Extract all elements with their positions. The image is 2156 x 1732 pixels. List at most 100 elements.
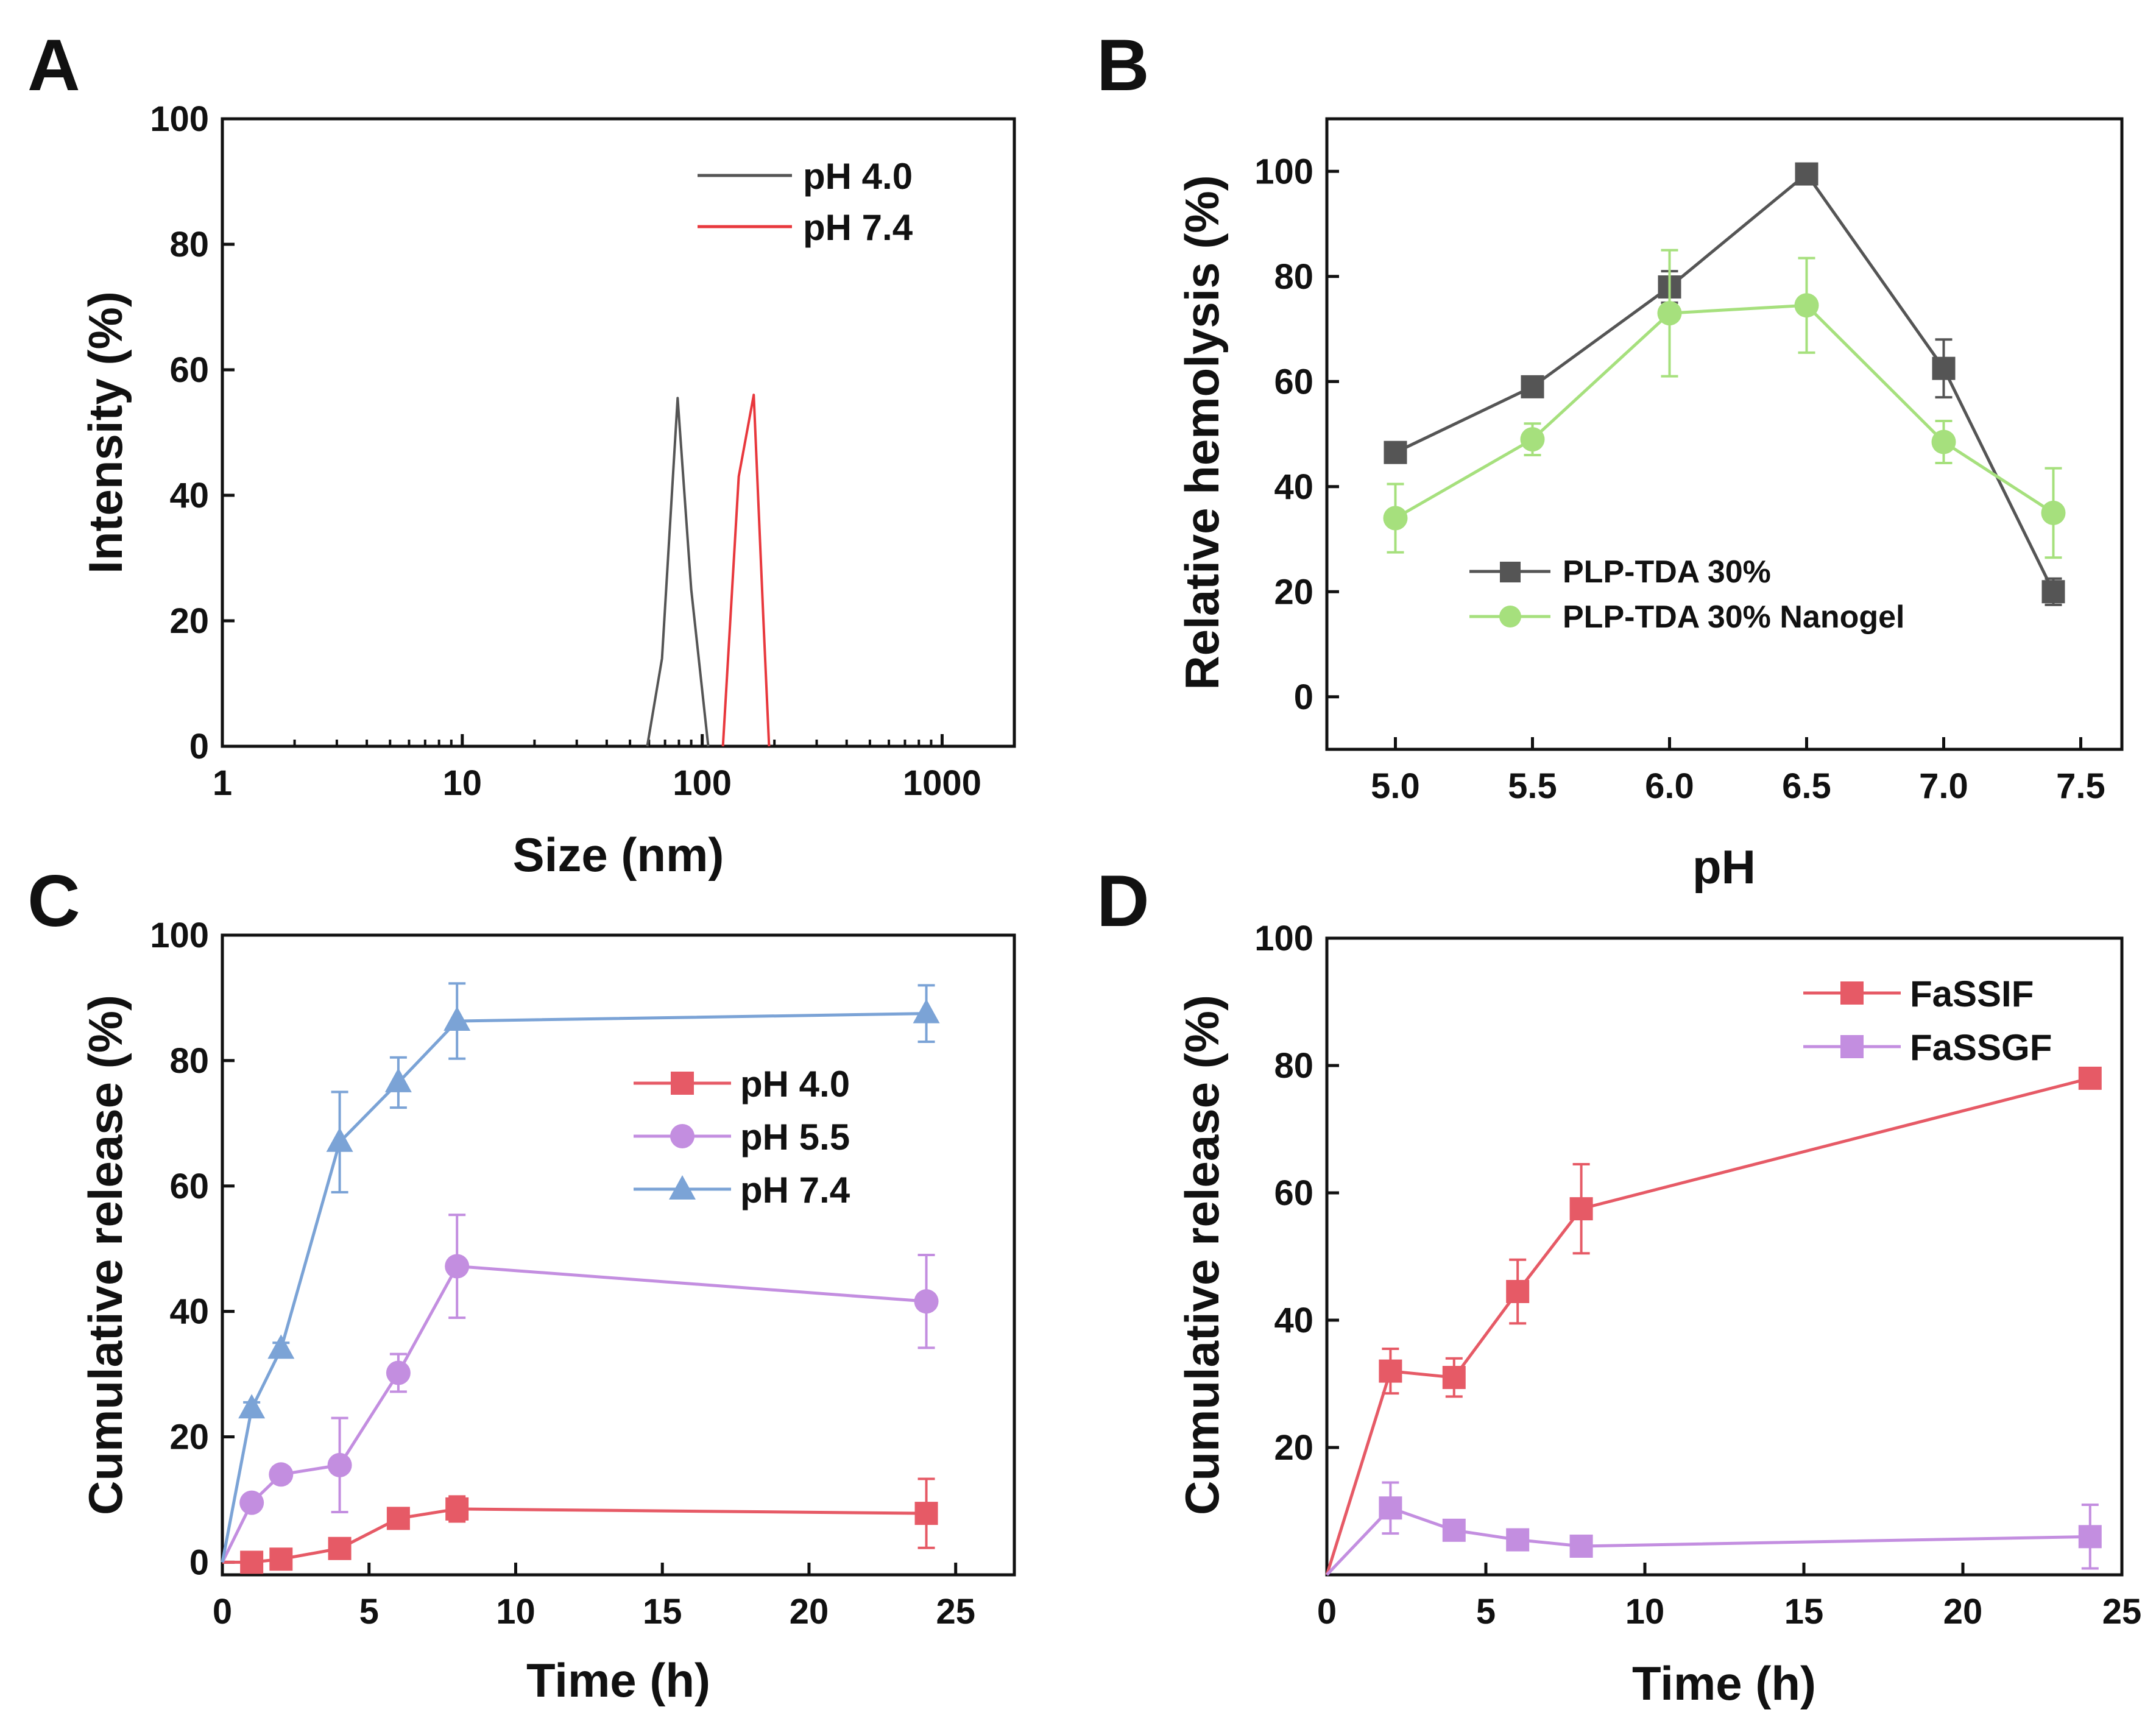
series-line-ph-7-4 bbox=[721, 394, 771, 747]
panel-a-hydrodynamic-size: A 1 10 100 1000 0 20 40 60 80 100 Size (nm) Inte… bbox=[27, 24, 1016, 882]
data-point bbox=[444, 1006, 471, 1031]
panel-a-series bbox=[646, 394, 771, 747]
data-point bbox=[326, 1127, 353, 1152]
series-ph-7-4 bbox=[721, 394, 771, 747]
legend-label-plp-tda: PLP-TDA 30% bbox=[1563, 554, 1771, 590]
legend-label-fassif: FaSSIF bbox=[1910, 974, 2034, 1014]
y-tick-label: 60 bbox=[169, 350, 209, 390]
y-tick-label: 100 bbox=[150, 99, 209, 139]
data-point bbox=[1794, 293, 1819, 318]
data-point bbox=[2078, 1066, 2102, 1090]
x-tick-label: 25 bbox=[2102, 1592, 2142, 1631]
panel-b-plot-frame bbox=[1325, 117, 2124, 751]
data-point bbox=[386, 1507, 410, 1530]
x-tick-label: 100 bbox=[673, 763, 732, 803]
series-fassgf bbox=[1326, 1481, 2102, 1576]
legend-label-ph-7-4: pH 7.4 bbox=[803, 207, 913, 248]
panel-a-y-axis-title: Intensity (%) bbox=[79, 291, 132, 574]
panel-b-legend: PLP-TDA 30% PLP-TDA 30% Nanogel bbox=[1469, 554, 1905, 635]
data-point bbox=[914, 1289, 939, 1314]
y-tick-label: 0 bbox=[1294, 677, 1313, 717]
x-tick-label: 10 bbox=[1625, 1592, 1665, 1631]
data-point bbox=[269, 1462, 294, 1487]
data-point bbox=[1384, 440, 1407, 464]
panel-a-x-ticks: 1 10 100 1000 bbox=[213, 734, 1016, 803]
legend-label-ph-4-0: pH 4.0 bbox=[803, 156, 913, 197]
x-tick-label: 25 bbox=[936, 1592, 975, 1631]
data-point bbox=[1521, 375, 1544, 398]
data-point bbox=[240, 1550, 264, 1574]
panel-d-y-ticks: 20 40 60 80 100 bbox=[1254, 919, 1339, 1468]
data-point bbox=[1569, 1534, 1593, 1558]
x-tick-label: 6.0 bbox=[1645, 766, 1694, 806]
series-line-ph-4-0 bbox=[646, 397, 710, 747]
data-point bbox=[1506, 1279, 1530, 1303]
series-ph-4-0 bbox=[222, 1477, 938, 1574]
data-point bbox=[2078, 1525, 2102, 1549]
panel-b-y-axis-title: Relative hemolysis (%) bbox=[1175, 175, 1229, 690]
data-point bbox=[1520, 427, 1545, 452]
panel-d-x-ticks: 0 5 10 15 20 25 bbox=[1317, 1563, 2141, 1631]
data-point bbox=[384, 1067, 412, 1092]
panel-a-letter: A bbox=[27, 24, 80, 106]
data-point bbox=[267, 1334, 295, 1359]
data-point bbox=[269, 1547, 293, 1571]
data-point bbox=[386, 1360, 411, 1385]
data-point bbox=[1657, 301, 1682, 326]
data-point bbox=[1931, 429, 1956, 454]
y-tick-label: 20 bbox=[1274, 572, 1313, 612]
x-tick-label: 15 bbox=[1784, 1592, 1824, 1631]
x-tick-label: 20 bbox=[1943, 1592, 1983, 1631]
data-point bbox=[913, 999, 940, 1023]
legend-marker-fassgf bbox=[1840, 1035, 1864, 1058]
y-tick-label: 40 bbox=[1274, 1301, 1313, 1340]
data-point bbox=[1379, 1496, 1402, 1520]
y-tick-label: 20 bbox=[169, 1418, 209, 1457]
y-tick-label: 80 bbox=[169, 1041, 209, 1081]
panel-c-letter: C bbox=[27, 860, 80, 942]
y-tick-label: 80 bbox=[169, 225, 209, 264]
panel-c-legend: pH 4.0 pH 5.5 pH 7.4 bbox=[634, 1064, 850, 1211]
panel-d-cumulative-release-fluids: D 0 5 10 15 20 25 20 40 60 80 100 Time (h) Cumula… bbox=[1097, 860, 2141, 1710]
y-tick-label: 40 bbox=[169, 476, 209, 515]
legend-marker-c-ph-7-4 bbox=[669, 1175, 696, 1200]
legend-label-c-ph-7-4: pH 7.4 bbox=[740, 1170, 850, 1211]
data-point bbox=[1442, 1366, 1466, 1390]
panel-c-x-ticks: 0 5 10 15 20 25 bbox=[213, 1563, 975, 1631]
x-tick-label: 7.5 bbox=[2056, 766, 2105, 806]
panel-a-plot-frame bbox=[221, 117, 1016, 748]
y-tick-label: 60 bbox=[1274, 1173, 1313, 1213]
y-tick-label: 100 bbox=[150, 916, 209, 955]
panel-c-plot-frame bbox=[221, 933, 1016, 1577]
panel-c-series bbox=[221, 982, 940, 1574]
panel-b-series bbox=[1383, 162, 2066, 606]
legend-label-c-ph-5-5: pH 5.5 bbox=[740, 1117, 850, 1158]
x-tick-label: 5.5 bbox=[1508, 766, 1557, 806]
x-tick-label: 0 bbox=[1317, 1592, 1337, 1631]
data-point bbox=[239, 1490, 264, 1515]
panel-c-y-axis-title: Cumulative release (%) bbox=[79, 995, 132, 1515]
y-tick-label: 40 bbox=[1274, 467, 1313, 507]
legend-label-fassgf: FaSSGF bbox=[1910, 1027, 2052, 1068]
panel-d-x-axis-title: Time (h) bbox=[1632, 1656, 1816, 1710]
data-point bbox=[238, 1394, 266, 1419]
series-ph-4-0 bbox=[646, 397, 710, 747]
panel-a-y-ticks: 0 20 40 60 80 100 bbox=[150, 99, 235, 766]
series-plp-tda-30 bbox=[1384, 162, 2065, 606]
data-point bbox=[1569, 1197, 1593, 1221]
legend-marker-plp-tda-nanogel bbox=[1499, 606, 1521, 627]
panel-d-y-axis-title: Cumulative release (%) bbox=[1175, 995, 1229, 1515]
x-tick-label: 6.5 bbox=[1782, 766, 1831, 806]
panel-b-x-ticks: 5.0 5.5 6.0 6.5 7.0 7.5 bbox=[1371, 737, 2105, 806]
y-tick-label: 0 bbox=[189, 1543, 209, 1582]
data-point bbox=[1795, 162, 1818, 186]
x-tick-label: 0 bbox=[213, 1592, 232, 1631]
legend-marker-c-ph-4-0 bbox=[671, 1072, 694, 1095]
legend-marker-fassif bbox=[1840, 981, 1864, 1005]
y-tick-label: 20 bbox=[1274, 1428, 1313, 1468]
legend-label-c-ph-4-0: pH 4.0 bbox=[740, 1064, 850, 1105]
panel-d-letter: D bbox=[1097, 860, 1150, 942]
x-tick-label: 20 bbox=[790, 1592, 829, 1631]
data-point bbox=[1506, 1528, 1530, 1552]
panel-c-x-axis-title: Time (h) bbox=[526, 1653, 710, 1707]
